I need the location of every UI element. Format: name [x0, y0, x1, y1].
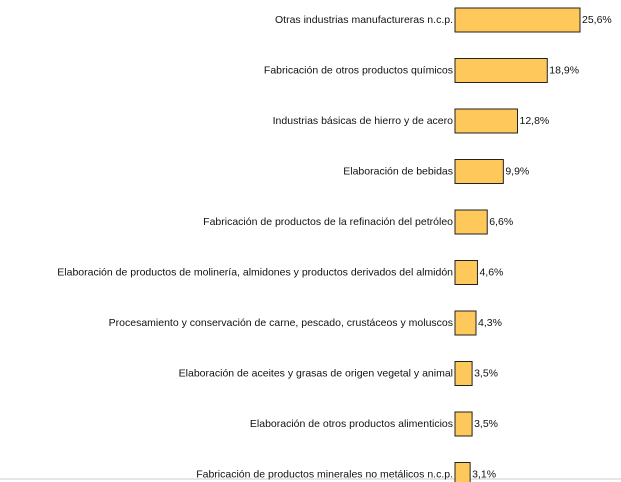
- value-label: 4,3%: [478, 317, 502, 329]
- bar: [454, 260, 478, 285]
- category-label: Elaboración de productos de molinería, a…: [57, 266, 453, 278]
- category-label: Industrias básicas de hierro y de acero: [273, 115, 454, 127]
- bar: [454, 159, 504, 184]
- category-label: Elaboración de otros productos alimentic…: [250, 418, 453, 430]
- category-label: Fabricación de productos de la refinació…: [203, 216, 453, 228]
- value-label: 3,5%: [474, 418, 498, 430]
- value-label: 9,9%: [505, 165, 529, 177]
- bar: [454, 58, 548, 83]
- value-label: 18,9%: [549, 64, 579, 76]
- category-label: Fabricación de otros productos químicos: [264, 64, 453, 76]
- bar: [454, 361, 473, 386]
- value-label: 3,5%: [474, 367, 498, 379]
- value-label: 3,1%: [472, 468, 496, 480]
- bar: [454, 7, 581, 33]
- category-label: Elaboración de bebidas: [343, 165, 453, 177]
- value-label: 12,8%: [520, 115, 550, 127]
- bar: [454, 310, 477, 336]
- value-label: 4,6%: [479, 266, 503, 278]
- bar: [454, 108, 518, 134]
- category-label: Otras industrias manufactureras n.c.p.: [275, 14, 453, 26]
- category-label: Fabricación de productos minerales no me…: [196, 468, 453, 480]
- value-label: 25,6%: [582, 14, 612, 26]
- bar: [454, 411, 473, 437]
- category-label: Procesamiento y conservación de carne, p…: [109, 317, 453, 329]
- value-label: 6,6%: [489, 216, 513, 228]
- category-label: Elaboración de aceites y grasas de orige…: [179, 367, 453, 379]
- bar: [454, 462, 471, 482]
- bar: [454, 209, 488, 235]
